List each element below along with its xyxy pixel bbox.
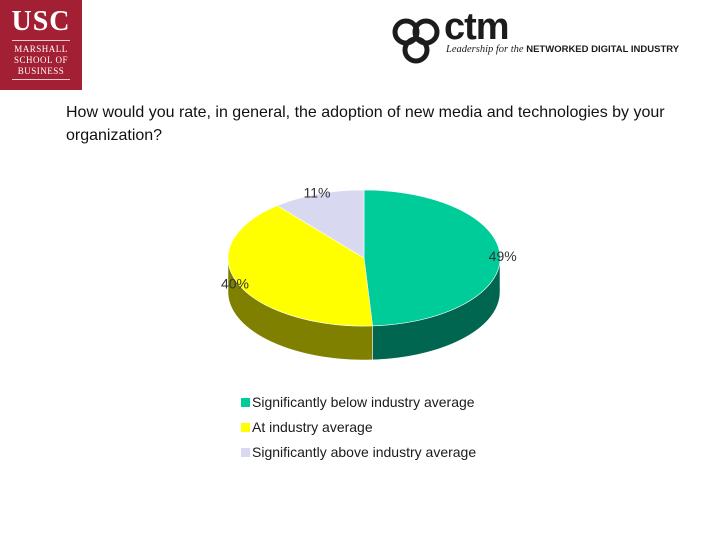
ctm-tagline: Leadership for the NETWORKED DIGITAL IND… [446,44,679,55]
ctm-tagline-prefix: Leadership for the [446,44,524,55]
pie-data-label: 40% [221,276,249,292]
legend-swatch [241,448,250,457]
legend-swatch [241,423,250,432]
legend-label: Significantly above industry average [252,444,477,460]
usc-logo-rule [12,79,70,80]
legend-item: Significantly below industry average [241,392,475,412]
pie-slice [363,189,501,327]
legend-label: At industry average [252,419,373,435]
survey-question: How would you rate, in general, the adop… [66,104,665,144]
legend-item: Significantly above industry average [241,442,476,462]
usc-logo-line: BUSINESS [17,66,65,76]
usc-logo-mark: USC [11,6,71,37]
pie-slice [276,189,365,259]
usc-logo-rule [12,40,70,41]
pie-data-label: 49% [489,248,517,264]
legend-swatch [241,398,250,407]
ctm-rings-icon [392,18,440,64]
ctm-wordmark: ctm [444,6,510,48]
usc-marshall-logo: USC MARSHALL SCHOOL OF BUSINESS [0,0,82,90]
ctm-logo: ctm Leadership for the NETWORKED DIGITAL… [388,6,708,70]
usc-logo-line: SCHOOL OF [14,55,68,65]
legend-label: Significantly below industry average [252,394,475,410]
pie-slice [227,205,373,327]
pie-data-label: 11% [304,185,331,201]
legend-item: At industry average [241,417,373,437]
ctm-tagline-bold: NETWORKED DIGITAL INDUSTRY [526,44,680,55]
usc-logo-line: MARSHALL [14,44,68,54]
